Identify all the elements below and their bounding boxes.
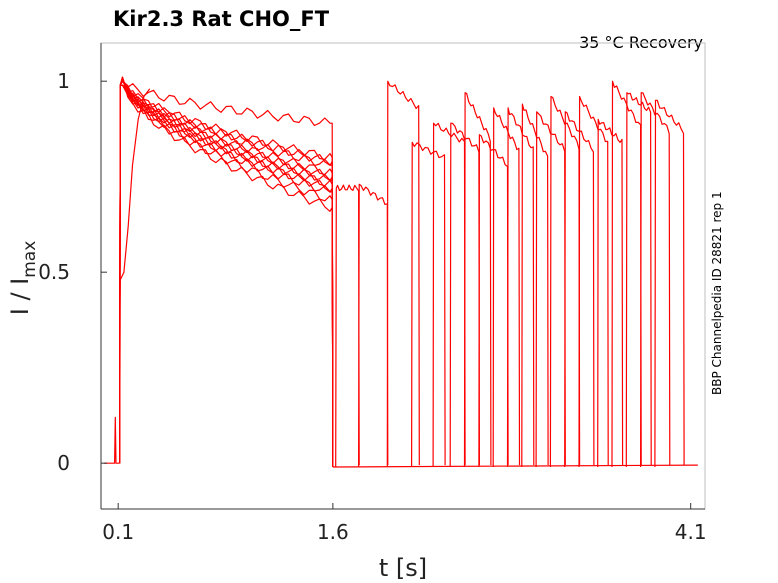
trace-conditioning-6 [119,80,334,468]
y-tick-label-1: 0.5 [38,260,70,284]
trace-recovery-pulse-14 [578,95,609,468]
trace-conditioning-1 [119,76,334,468]
x-tick-label-1: 1.6 [317,520,349,544]
trace-recovery-pulse-0 [335,184,360,468]
side-label: BBP Channelpedia ID 28821 rep 1 [710,191,724,395]
trace-recovery-pulse-4 [432,122,466,468]
trace-recovery-pulse-19 [654,99,685,468]
x-tick-label-2: 4.1 [675,520,707,544]
trace-recovery-pulse-10 [521,103,549,468]
trace-baseline [103,416,120,464]
y-tick-label-0: 0 [57,451,70,475]
chart-title: Kir2.3 Rat CHO_FT [113,7,330,31]
y-axis-label-main: I / I [6,278,34,316]
trace-conditioning-9 [119,80,334,468]
x-tick-label-0: 0.1 [102,520,134,544]
trace-conditioning-4 [119,76,334,468]
trace-recovery-pulse-17 [625,92,652,468]
plot-frame [100,42,706,510]
trace-conditioning-7 [119,76,334,468]
x-axis-label: t [s] [379,554,427,582]
y-axis-label-sub: max [20,241,40,278]
y-axis-label: I / Imax [6,241,40,316]
trace-recovery-pulse-8 [492,107,521,468]
data-traces [103,76,698,468]
trace-recovery-pulse-15 [597,118,624,468]
trace-recovery-pulse-2 [386,80,420,468]
trace-recovery-baseline [332,464,698,468]
x-ticks: 0.1 1.6 4.1 [102,503,707,544]
trace-recovery-pulse-6 [463,92,492,468]
trace-recovery-pulse-3 [411,141,446,468]
trace-conditioning-0 [119,80,334,468]
trace-conditioning-11 [119,83,334,468]
trace-recovery-pulse-9 [506,107,535,468]
trace-conditioning-3 [119,80,334,468]
trace-conditioning-10 [119,76,334,468]
y-tick-label-2: 1 [57,69,70,93]
y-ticks: 00.51 [38,69,107,475]
trace-rising-slow [119,88,151,464]
trace-recovery-pulse-1 [358,183,389,468]
